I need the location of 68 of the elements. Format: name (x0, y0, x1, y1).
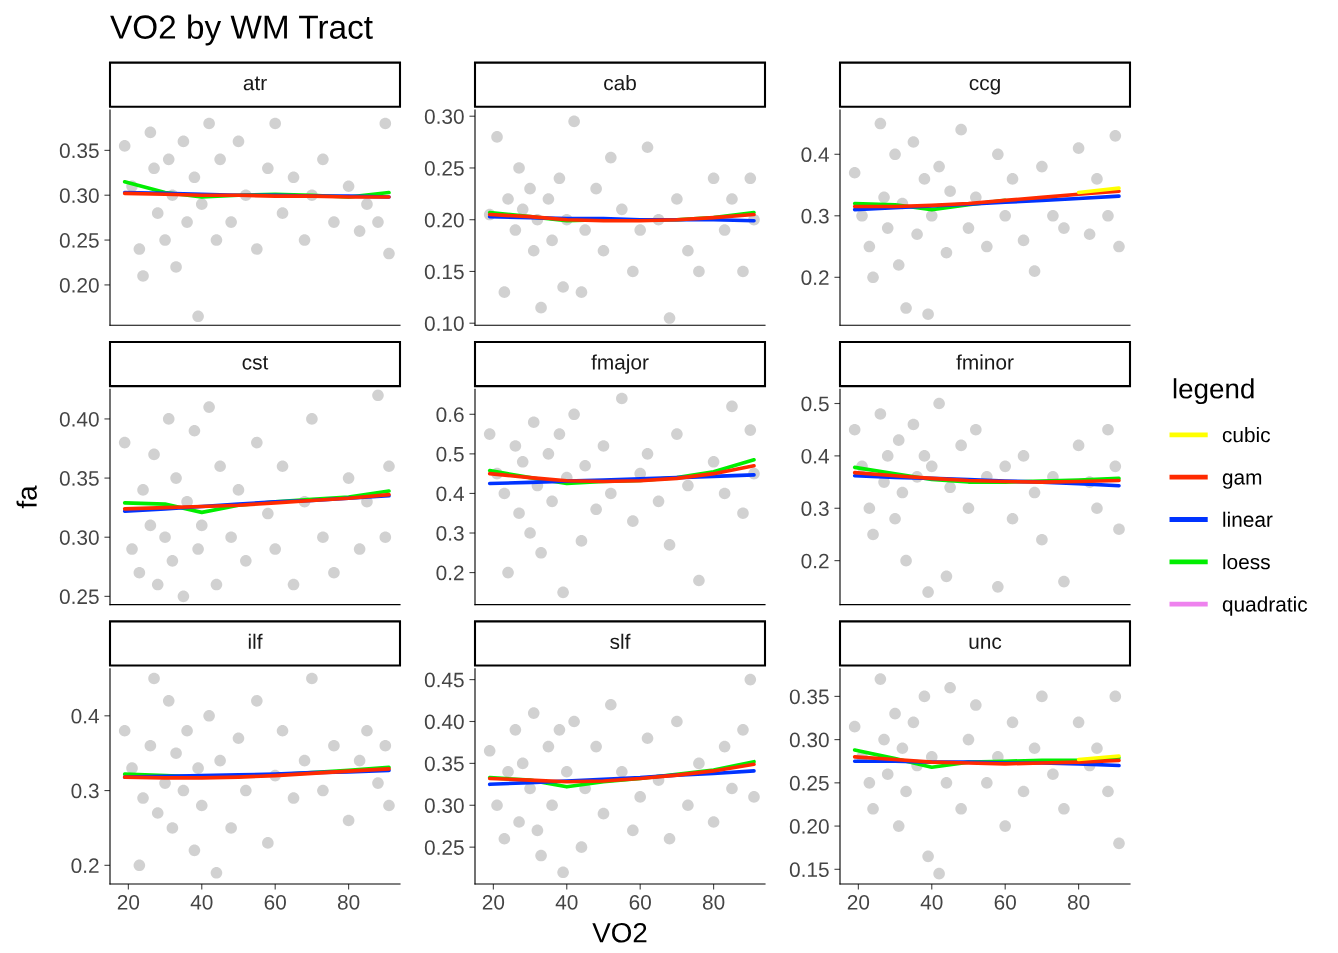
y-tick-label: 0.3 (436, 526, 464, 541)
legend-label: linear (1223, 511, 1273, 527)
x-tick-label: 60 (629, 894, 651, 910)
y-tick-label: 0.2 (801, 553, 829, 569)
y-tick-label: 0.30 (789, 732, 829, 748)
y-tick-label: 0.4 (801, 147, 829, 163)
chart-subtitle: slf (610, 633, 631, 650)
chart-subtitle: fmajor (591, 354, 649, 374)
y-tick-label: 0.20 (424, 212, 464, 228)
y-tick-label: 0.4 (436, 486, 464, 502)
y-tick-label: 0.2 (801, 270, 829, 286)
y-tick-label: 0.4 (71, 708, 99, 724)
y-tick-label: 0.45 (424, 672, 464, 688)
y-tick-label: 0.35 (59, 143, 99, 159)
legend-label: quadratic (1222, 596, 1308, 616)
y-tick-label: 0.25 (424, 160, 464, 176)
legend-title: legend (1173, 378, 1254, 405)
x-tick-label: 80 (1067, 894, 1090, 910)
x-tick-label: 60 (994, 894, 1016, 910)
chart-subtitle: ccg (969, 78, 1000, 95)
x-tick-label: 80 (337, 894, 360, 910)
y-tick-label: 0.2 (71, 858, 99, 874)
x-tick-label: 40 (555, 894, 578, 910)
chart-subtitle: ilf (248, 633, 263, 649)
x-tick-label: 20 (117, 894, 140, 910)
y-tick-label: 0.35 (789, 689, 829, 705)
x-tick-label: 20 (847, 894, 870, 910)
legend-label: cubic (1222, 427, 1271, 443)
x-tick-label: 40 (190, 894, 213, 910)
y-tick-label: 0.30 (424, 798, 464, 814)
x-axis-title: VO2 (592, 922, 647, 943)
y-tick-label: 0.35 (59, 471, 99, 486)
chart-subtitle: cst (242, 355, 269, 370)
y-tick-label: 0.4 (801, 448, 829, 464)
y-tick-label: 0.30 (424, 109, 464, 124)
legend-label: gam (1222, 473, 1262, 489)
y-tick-label: 0.2 (436, 565, 464, 581)
y-tick-label: 0.3 (801, 208, 829, 224)
y-tick-label: 0.5 (436, 446, 464, 462)
chart-subtitle: unc (969, 637, 1002, 650)
y-tick-label: 0.3 (801, 501, 829, 517)
y-tick-label: 0.5 (801, 396, 829, 412)
x-tick-label: 40 (920, 894, 943, 910)
y-axis-title: fa (16, 485, 37, 509)
y-tick-label: 0.15 (424, 264, 464, 280)
y-tick-label: 0.3 (71, 783, 99, 799)
y-tick-label: 0.30 (59, 530, 99, 545)
y-tick-label: 0.40 (59, 411, 99, 427)
chart-subtitle: cab (604, 74, 636, 91)
y-tick-label: 0.40 (424, 714, 464, 730)
y-tick-label: 0.20 (789, 819, 829, 834)
y-tick-label: 0.35 (424, 756, 464, 772)
x-tick-label: 80 (702, 894, 725, 910)
y-tick-label: 0.10 (424, 316, 464, 331)
x-tick-label: 20 (482, 894, 505, 910)
y-tick-label: 0.30 (59, 188, 99, 203)
y-tick-label: 0.25 (789, 775, 829, 791)
y-tick-label: 0.25 (424, 840, 464, 855)
legend-label: loess (1223, 554, 1270, 570)
chart-title: VO2 by WM Tract (110, 14, 373, 46)
y-tick-label: 0.15 (789, 862, 829, 878)
y-tick-label: 0.25 (59, 589, 99, 605)
y-tick-label: 0.20 (59, 277, 99, 293)
y-tick-label: 0.25 (59, 233, 99, 248)
y-tick-label: 0.6 (436, 407, 464, 423)
chart-subtitle: fminor (956, 354, 1014, 370)
chart-subtitle: atr (243, 76, 267, 91)
x-tick-label: 60 (264, 894, 286, 910)
